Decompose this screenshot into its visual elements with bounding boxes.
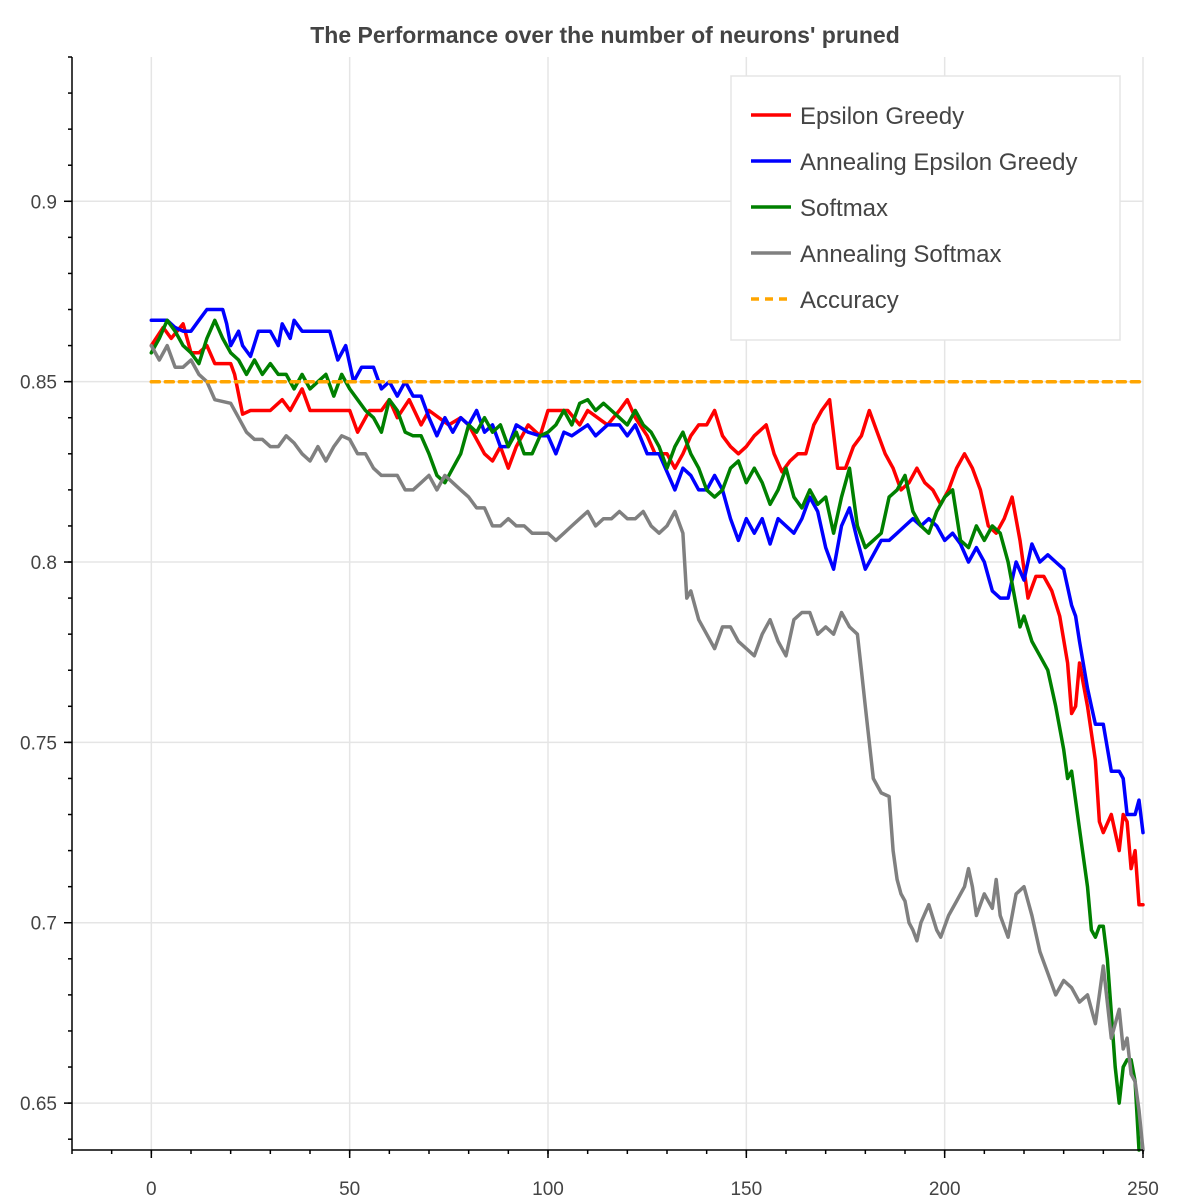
x-tick-label: 0 bbox=[146, 1179, 157, 1200]
legend-box bbox=[730, 75, 1121, 341]
y-tick-label: 0.75 bbox=[20, 733, 57, 754]
x-tick-label: 100 bbox=[532, 1179, 564, 1200]
series-line-1 bbox=[149, 307, 1145, 835]
series-line-3 bbox=[149, 343, 1145, 1152]
x-tick-label: 50 bbox=[339, 1179, 360, 1200]
axes: 0.65 0.7 0.75 0.8 0.85 0.9 0 50 100 150 200 250 bbox=[20, 56, 1159, 1200]
series-line-2 bbox=[149, 318, 1141, 1152]
legend-label-3: Annealing Softmax bbox=[800, 241, 1001, 268]
y-tick-label: 0.7 bbox=[31, 914, 57, 935]
legend-label-1: Annealing Epsilon Greedy bbox=[800, 149, 1078, 176]
y-tick-label: 0.8 bbox=[31, 553, 57, 574]
x-tick-label: 250 bbox=[1127, 1179, 1159, 1200]
legend-label-0: Epsilon Greedy bbox=[800, 103, 964, 130]
y-tick-label: 0.65 bbox=[20, 1094, 57, 1115]
y-tick-label: 0.85 bbox=[20, 373, 57, 394]
y-tick-label: 0.9 bbox=[31, 192, 57, 213]
legend-label-4: Accuracy bbox=[800, 287, 899, 314]
series-line-0 bbox=[149, 322, 1145, 907]
chart-title: The Performance over the number of neuro… bbox=[310, 22, 900, 48]
legend-label-2: Softmax bbox=[800, 195, 888, 222]
series-lines bbox=[149, 307, 1145, 1152]
legend: Epsilon Greedy Annealing Epsilon Greedy So… bbox=[730, 75, 1121, 341]
x-tick-label: 200 bbox=[929, 1179, 961, 1200]
x-tick-label: 150 bbox=[730, 1179, 762, 1200]
